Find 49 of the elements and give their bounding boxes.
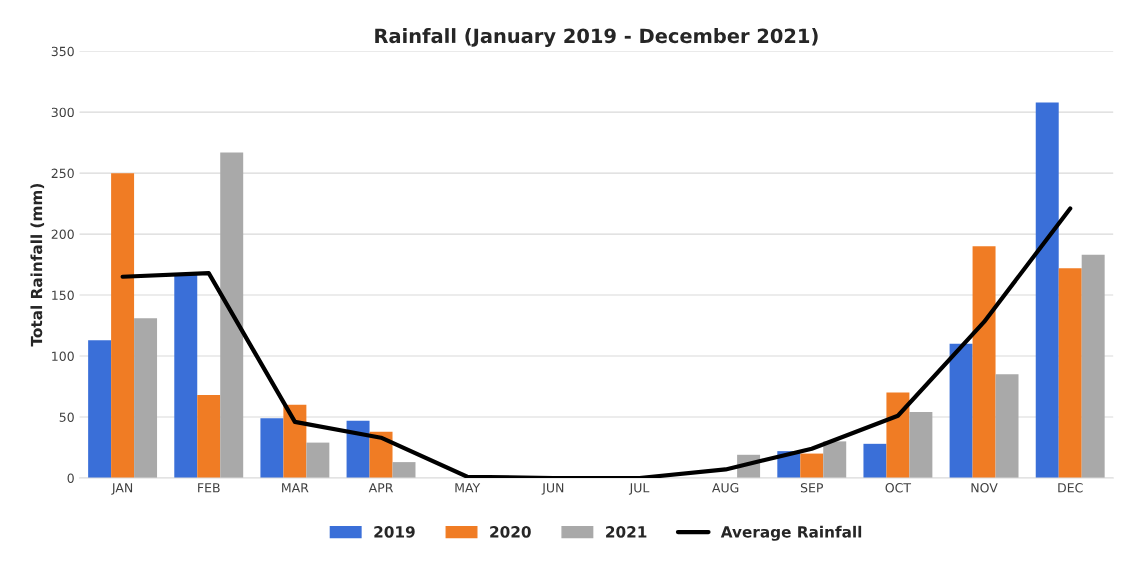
x-tick-label: JAN: [111, 483, 133, 495]
bar: [260, 418, 284, 478]
legend-label: 2021: [606, 526, 647, 538]
legend-label: Average Rainfall: [720, 525, 862, 541]
line-series: [120, 206, 1073, 478]
x-tick-label: DEC: [1058, 483, 1083, 493]
y-tick-label: 350: [51, 46, 74, 57]
x-tick-label: JUN: [541, 483, 564, 495]
y-tick-label: 150: [52, 290, 74, 300]
x-tick-label: SEP: [800, 483, 824, 493]
bar: [174, 274, 198, 478]
x-tick-label: JUL: [628, 483, 650, 495]
bar: [886, 392, 910, 478]
bar: [111, 173, 135, 478]
y-tick-label: 50: [59, 412, 74, 422]
bar: [1035, 102, 1059, 478]
bar: [346, 420, 370, 478]
chart-title: Rainfall (January 2019 - December 2021): [375, 28, 818, 48]
bar: [995, 374, 1019, 478]
bar: [972, 246, 996, 478]
bar: [909, 412, 933, 478]
legend-label: 2020: [490, 526, 531, 538]
bar: [1058, 268, 1082, 478]
bar: [88, 340, 112, 478]
legend-label: 2019: [374, 526, 415, 538]
y-tick-label: 300: [51, 107, 74, 118]
x-tick-label: AUG: [712, 483, 739, 493]
y-tick-label: 250: [51, 168, 74, 179]
y-tick-label: 0: [67, 473, 74, 483]
bar: [1081, 254, 1105, 478]
bar: [863, 443, 887, 478]
bar: [392, 462, 416, 478]
bar: [134, 318, 158, 478]
x-tick-label: NOV: [971, 483, 998, 493]
bar: [800, 453, 824, 478]
bar: [283, 404, 307, 478]
y-tick-label: 100: [52, 351, 74, 361]
x-tick-label: APR: [368, 483, 394, 493]
bar: [949, 343, 973, 478]
x-tick-label: MAY: [455, 483, 481, 493]
x-tick-label: OCT: [885, 483, 912, 493]
bar: [823, 441, 847, 478]
bar: [306, 442, 330, 478]
y-axis-title: Total Rainfall (mm): [30, 184, 45, 347]
bar: [197, 395, 221, 478]
bar: [220, 152, 244, 478]
x-tick-label: MAR: [282, 483, 309, 493]
x-tick-label: FEB: [198, 483, 220, 493]
y-tick-label: 200: [51, 229, 74, 240]
